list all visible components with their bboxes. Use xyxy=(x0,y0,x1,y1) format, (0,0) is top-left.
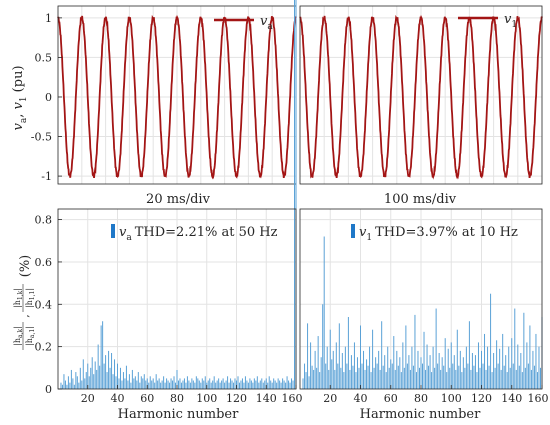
y-tick-label: 0 xyxy=(45,91,52,104)
legend-label-bl: va THD=2.21% at 50 Hz xyxy=(119,225,278,243)
legend-bottom-right: v1 THD=3.97% at 10 Hz xyxy=(351,224,518,243)
y-tick-label: 0.2 xyxy=(35,341,53,354)
frac1-num: |ha,k| xyxy=(13,326,24,346)
legend-top-left: va xyxy=(214,14,273,32)
frac2-den: |h1,1| xyxy=(25,288,36,308)
x-tick-label: 60 xyxy=(384,392,398,405)
x-tick-label: 140 xyxy=(501,392,522,405)
legend-label-va: va xyxy=(260,14,273,32)
y-tick-label: 1 xyxy=(45,12,52,25)
legend-swatch-br xyxy=(351,224,355,238)
axes-frame xyxy=(299,5,543,185)
legend-swatch-bl xyxy=(111,224,115,238)
y-tick-label: -0.5 xyxy=(31,131,52,144)
bottom-ylabel-unit: (%) xyxy=(18,255,33,278)
panel-top-right-waveform xyxy=(299,5,543,185)
top-left-xlabel: 20 ms/div xyxy=(146,192,211,207)
x-tick-label: 80 xyxy=(170,392,184,405)
x-tick-label: 60 xyxy=(140,392,154,405)
x-tick-label: 120 xyxy=(226,392,247,405)
top-ylabel: va, v1 (pu) xyxy=(11,65,29,130)
y-tick-label: 0.6 xyxy=(35,256,53,269)
x-tick-label: 20 xyxy=(81,392,95,405)
panel-bottom-left-spectrum: 20 40 60 80 100 120 140 160 0.8 0.6 0.4 0.2 0 xyxy=(35,0,303,405)
x-tick-label: 160 xyxy=(528,392,549,405)
y-tick-label: 0 xyxy=(45,383,52,396)
y-tick-label: 0.8 xyxy=(35,214,53,227)
frac2-num: |h1,k| xyxy=(13,288,24,308)
bottom-left-xlabel: Harmonic number xyxy=(118,407,239,422)
x-tick-label: 80 xyxy=(414,392,428,405)
waveform-series-v1 xyxy=(299,14,543,180)
legend-bottom-left: va THD=2.21% at 50 Hz xyxy=(111,224,278,243)
frac1-den: |ha,1| xyxy=(25,326,36,346)
x-tick-label: 100 xyxy=(441,392,462,405)
x-tick-label: 100 xyxy=(196,392,217,405)
x-tick-label: 140 xyxy=(256,392,277,405)
x-tick-label: 120 xyxy=(471,392,492,405)
legend-label-v1: v1 xyxy=(504,12,517,30)
waveform-series-va xyxy=(57,14,297,180)
y-tick-label: 0.5 xyxy=(35,51,53,64)
x-tick-label: 40 xyxy=(111,392,125,405)
bottom-ylabel: |ha,k| |ha,1| , |h1,k| |h1,1| (%) xyxy=(13,255,36,350)
panel-top-left-waveform: 1 0.5 0 -0.5 -1 xyxy=(31,5,297,185)
legend-top-right: v1 xyxy=(458,12,517,30)
y-tick-label: 0.4 xyxy=(35,298,53,311)
bottom-right-xlabel: Harmonic number xyxy=(360,407,481,422)
y-tick-label: -1 xyxy=(41,170,52,183)
top-right-xlabel: 100 ms/div xyxy=(384,192,457,207)
x-tick-label: 20 xyxy=(323,392,337,405)
panel-bottom-right-spectrum: 20 40 60 80 100 120 140 160 xyxy=(299,208,549,405)
frac-separator: , xyxy=(20,314,31,317)
legend-label-br: v1 THD=3.97% at 10 Hz xyxy=(359,225,518,243)
x-tick-label: 40 xyxy=(354,392,368,405)
x-tick-label: 160 xyxy=(282,392,303,405)
